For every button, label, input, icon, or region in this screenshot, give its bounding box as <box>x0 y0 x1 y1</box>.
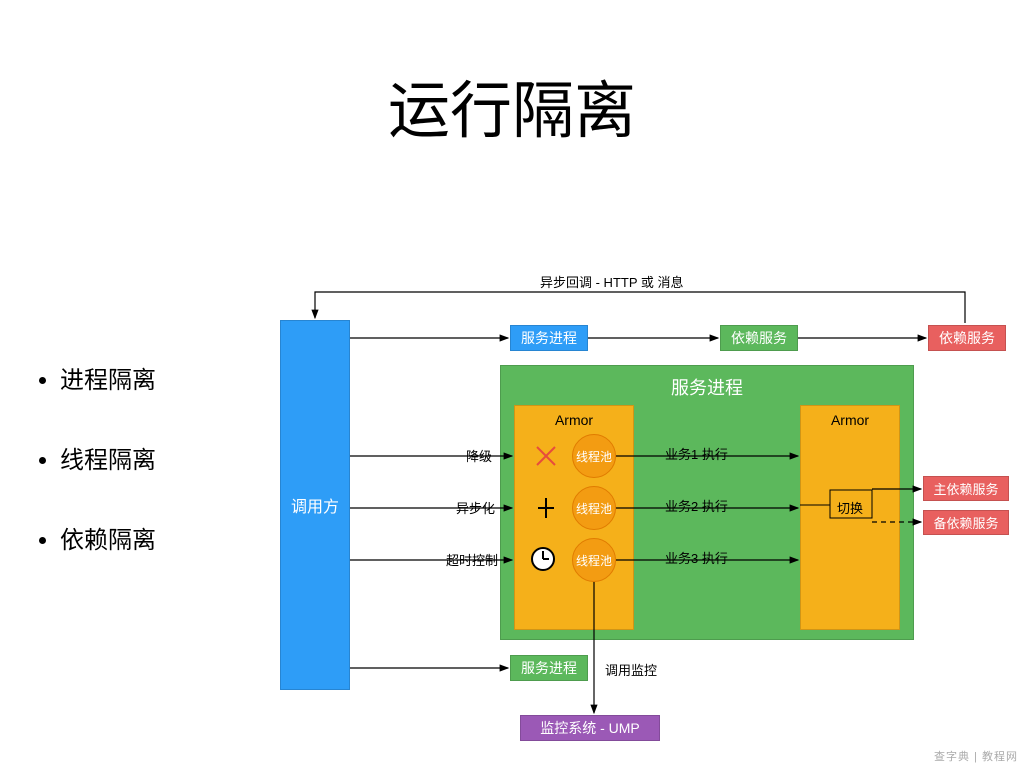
bullet-list: 进程隔离 线程隔离 依赖隔离 <box>40 360 156 600</box>
caller-box: 调用方 <box>280 320 350 690</box>
thread-pool-3: 线程池 <box>572 538 616 582</box>
dep-service-red: 依赖服务 <box>928 325 1006 351</box>
armor-right: Armor <box>800 405 900 630</box>
bullet-item: 线程隔离 <box>60 440 156 475</box>
line-label-3: 超时控制 <box>446 550 498 569</box>
monitor-system-box: 监控系统 - UMP <box>520 715 660 741</box>
bullet-item: 进程隔离 <box>60 360 156 395</box>
gate-icon <box>534 496 558 520</box>
watermark-text: 查字典 | 教程网 <box>934 748 1018 764</box>
exec-label-3: 业务3 执行 <box>665 548 728 567</box>
service-process-top: 服务进程 <box>510 325 588 351</box>
exec-label-1: 业务1 执行 <box>665 444 728 463</box>
cross-icon <box>534 444 558 468</box>
big-process-title: 服务进程 <box>501 374 913 400</box>
service-process-bottom: 服务进程 <box>510 655 588 681</box>
caller-label: 调用方 <box>291 493 339 517</box>
dep-service-green: 依赖服务 <box>720 325 798 351</box>
armor-right-label: Armor <box>801 412 899 428</box>
clock-icon <box>530 546 556 572</box>
backup-dep-box: 备依赖服务 <box>923 510 1009 535</box>
exec-label-2: 业务2 执行 <box>665 496 728 515</box>
page-title: 运行隔离 <box>0 60 1024 150</box>
thread-pool-1: 线程池 <box>572 434 616 478</box>
main-dep-box: 主依赖服务 <box>923 476 1009 501</box>
call-monitor-label: 调用监控 <box>605 660 657 679</box>
bullet-item: 依赖隔离 <box>60 520 156 555</box>
async-callback-label: 异步回调 - HTTP 或 消息 <box>540 272 683 291</box>
line-label-2: 异步化 <box>456 498 495 517</box>
switch-label: 切换 <box>837 498 863 517</box>
thread-pool-2: 线程池 <box>572 486 616 530</box>
armor-left-label: Armor <box>515 412 633 428</box>
line-label-1: 降级 <box>466 446 492 465</box>
